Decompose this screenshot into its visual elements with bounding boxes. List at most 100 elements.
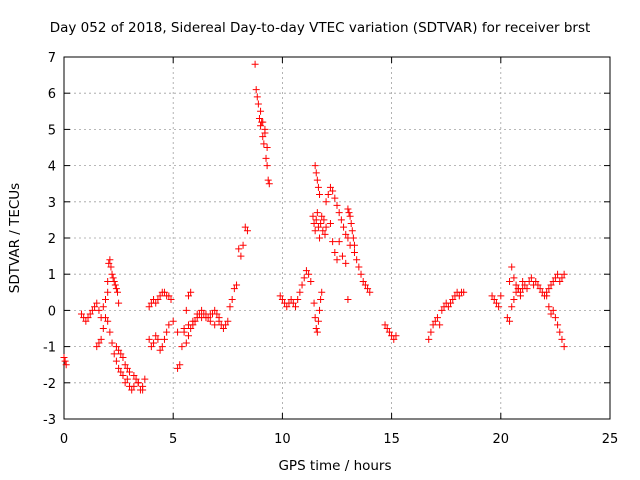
data-point [93, 343, 101, 351]
data-point [141, 375, 149, 383]
data-point [383, 325, 391, 332]
data-point [460, 288, 468, 296]
data-point [545, 285, 553, 293]
data-point [353, 256, 361, 264]
data-point [204, 314, 212, 322]
data-point [211, 321, 219, 329]
data-point [84, 314, 92, 322]
data-point [257, 122, 265, 130]
data-point [312, 325, 320, 332]
data-point [99, 325, 107, 332]
data-point [176, 361, 184, 369]
data-point [112, 357, 120, 365]
data-point [187, 325, 195, 332]
data-point [342, 259, 350, 267]
data-point [314, 223, 322, 231]
data-point [112, 285, 120, 293]
data-point [99, 303, 107, 311]
data-point [310, 220, 318, 228]
data-point [243, 227, 251, 235]
data-point [311, 314, 319, 322]
data-point [506, 277, 514, 285]
data-point [119, 353, 127, 361]
data-point [235, 245, 243, 253]
data-point [311, 162, 319, 170]
data-point [294, 296, 302, 304]
data-point [447, 299, 455, 307]
data-point [104, 288, 112, 296]
data-point [322, 223, 330, 231]
data-point [492, 299, 500, 307]
data-point [506, 317, 514, 325]
data-point [331, 248, 339, 256]
data-point [117, 350, 125, 358]
data-point [211, 306, 219, 314]
data-point [337, 216, 345, 224]
data-point [193, 310, 201, 318]
data-point [554, 321, 562, 329]
y-axis: -3 -2 -1 0 1 2 3 4 5 6 7 [43, 51, 610, 428]
data-point [390, 335, 398, 343]
data-point [222, 321, 230, 329]
data-point [345, 209, 353, 217]
data-point [145, 303, 153, 311]
data-point [549, 306, 557, 314]
data-point [167, 296, 175, 304]
data-point [364, 285, 372, 293]
data-point [320, 216, 328, 224]
data-point [165, 292, 173, 300]
data-point [263, 144, 271, 151]
data-point [77, 310, 85, 318]
data-point [264, 176, 272, 184]
y-tick-label: -3 [43, 413, 56, 428]
data-point [60, 353, 68, 361]
data-point [321, 230, 329, 238]
data-point [338, 252, 346, 260]
data-point [132, 375, 140, 383]
data-point [106, 328, 114, 336]
data-point [381, 321, 389, 329]
data-point [329, 238, 337, 246]
data-point [130, 382, 138, 390]
data-point [104, 317, 112, 325]
data-point [313, 209, 321, 217]
data-point [335, 209, 343, 217]
data-point [95, 339, 103, 347]
data-point [543, 292, 551, 300]
data-point [313, 176, 321, 184]
data-point [545, 303, 553, 311]
data-point [147, 343, 155, 351]
data-point [95, 306, 103, 314]
data-point [302, 267, 310, 275]
y-tick-label: 4 [48, 160, 56, 175]
data-point [427, 328, 435, 336]
data-point [119, 372, 127, 380]
data-point [519, 285, 527, 293]
data-point [62, 361, 70, 369]
data-point [298, 281, 306, 289]
data-point [198, 314, 206, 322]
y-tick-label: 1 [48, 268, 56, 283]
data-point [556, 328, 564, 336]
data-point [108, 339, 116, 347]
data-point [189, 317, 197, 325]
data-point [287, 296, 295, 304]
data-point [182, 339, 190, 347]
data-point [226, 303, 234, 311]
data-point [255, 115, 263, 123]
data-point [431, 317, 439, 325]
data-point [156, 292, 164, 300]
data-point [536, 285, 544, 293]
data-point [319, 227, 327, 235]
x-tick-label: 25 [602, 432, 619, 447]
data-point [510, 274, 518, 282]
data-point [508, 263, 516, 271]
data-point [318, 288, 326, 296]
data-point [257, 107, 265, 115]
data-point [314, 317, 322, 325]
data-point [490, 296, 498, 304]
data-point [154, 296, 162, 304]
data-point [333, 201, 341, 209]
data-point [123, 364, 131, 372]
